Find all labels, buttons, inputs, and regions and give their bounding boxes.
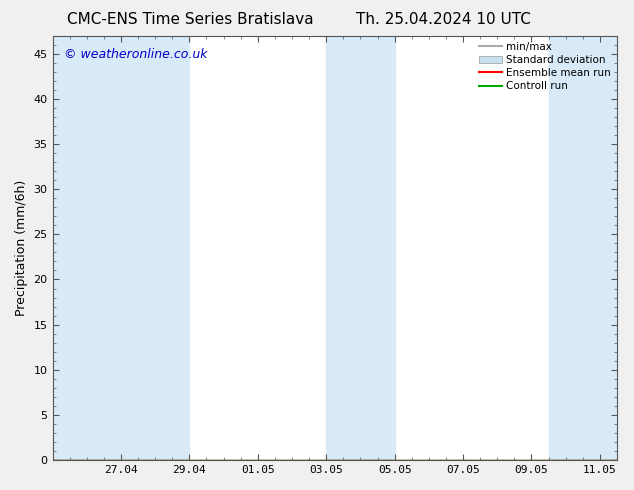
Bar — [121, 36, 190, 460]
Text: © weatheronline.co.uk: © weatheronline.co.uk — [64, 49, 207, 61]
Bar — [327, 36, 394, 460]
Text: CMC-ENS Time Series Bratislava: CMC-ENS Time Series Bratislava — [67, 12, 313, 27]
Bar — [53, 36, 121, 460]
Y-axis label: Precipitation (mm/6h): Precipitation (mm/6h) — [15, 180, 28, 316]
Text: Th. 25.04.2024 10 UTC: Th. 25.04.2024 10 UTC — [356, 12, 531, 27]
Legend: min/max, Standard deviation, Ensemble mean run, Controll run: min/max, Standard deviation, Ensemble me… — [475, 38, 615, 96]
Bar — [548, 36, 617, 460]
